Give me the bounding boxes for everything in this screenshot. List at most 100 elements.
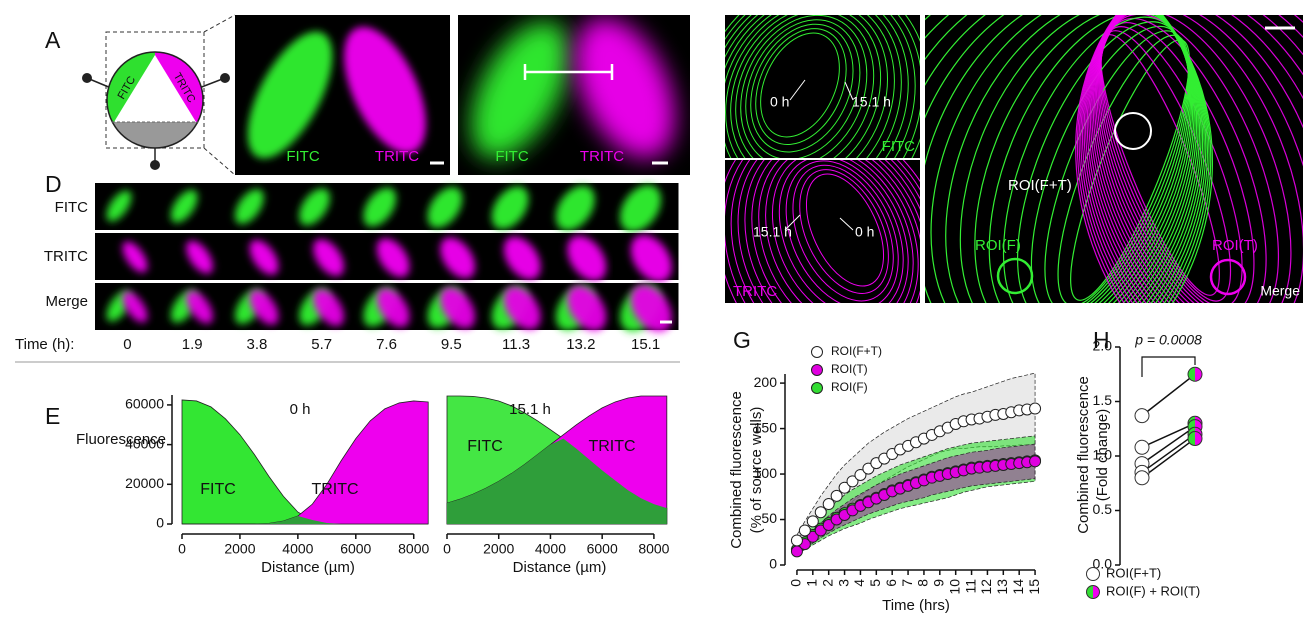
contour bbox=[925, 15, 1199, 303]
pair-line bbox=[1141, 425, 1196, 465]
channel-label: FITC bbox=[495, 148, 528, 165]
x-tick-label: 13 bbox=[994, 579, 1010, 595]
fluor-blob bbox=[376, 288, 410, 328]
y-tick-label: 0 bbox=[156, 515, 164, 531]
fluor-blob bbox=[630, 234, 672, 282]
x-tick-label: 8000 bbox=[638, 541, 669, 557]
legend-label: ROI(F) + ROI(T) bbox=[1106, 583, 1200, 598]
contour-label: 15.1 h bbox=[753, 224, 792, 240]
contour bbox=[805, 173, 885, 287]
y-tick-label: 2.0 bbox=[1093, 338, 1113, 354]
contour bbox=[1100, 26, 1243, 303]
timelapse-grid bbox=[95, 183, 679, 332]
contour bbox=[1088, 15, 1303, 303]
data-point bbox=[822, 498, 835, 511]
x-tick-label: 1 bbox=[804, 579, 820, 587]
x-tick-label: 8 bbox=[915, 579, 931, 587]
overlap-area bbox=[182, 516, 429, 524]
overlap-area bbox=[447, 438, 667, 524]
contour bbox=[925, 15, 1202, 303]
legend-swatch bbox=[811, 346, 823, 358]
contour bbox=[1030, 25, 1190, 303]
pair-line bbox=[1141, 373, 1196, 417]
y-axis-label: Combined fluorescence bbox=[728, 391, 745, 549]
y-tick-label: 40000 bbox=[125, 435, 164, 451]
fluor-blob bbox=[440, 287, 476, 329]
roi-label: ROI(T) bbox=[1212, 237, 1258, 254]
x-tick-label: 14 bbox=[1010, 579, 1026, 595]
contour bbox=[725, 15, 902, 158]
contour bbox=[760, 32, 840, 138]
fluor-blob bbox=[630, 284, 672, 332]
data-point bbox=[806, 530, 819, 543]
y-tick-label: 100 bbox=[754, 465, 778, 481]
contour bbox=[925, 15, 1214, 303]
x-axis-label: Time (hrs) bbox=[882, 597, 950, 614]
y-tick-label: 20000 bbox=[125, 475, 164, 491]
contour bbox=[974, 15, 1193, 303]
series-label: FITC bbox=[467, 438, 503, 455]
roi-label: ROI(F+T) bbox=[1008, 177, 1072, 194]
fluor-blob bbox=[620, 184, 661, 232]
x-tick-label: 8000 bbox=[398, 541, 429, 557]
contour bbox=[1086, 15, 1303, 303]
data-point bbox=[1134, 439, 1150, 455]
data-point bbox=[1134, 470, 1150, 486]
x-tick-label: 4 bbox=[851, 579, 867, 587]
y-tick-label: 0.5 bbox=[1093, 501, 1113, 517]
legend-label: ROI(F+T) bbox=[831, 344, 882, 358]
channel-label: FITC bbox=[286, 148, 319, 165]
significance-bracket bbox=[1141, 356, 1196, 377]
row-label: Merge bbox=[45, 293, 88, 310]
data-point bbox=[838, 481, 851, 494]
panel-label: G bbox=[733, 327, 751, 353]
contour bbox=[925, 15, 1212, 303]
contour bbox=[725, 160, 920, 303]
fluor-blob bbox=[122, 291, 148, 323]
fluor-blob bbox=[170, 189, 198, 223]
contour bbox=[1092, 15, 1303, 303]
contour bbox=[1075, 15, 1303, 303]
fluor-blob bbox=[427, 186, 463, 228]
contour bbox=[1091, 15, 1303, 303]
pair-line bbox=[1141, 437, 1196, 479]
y-tick-label: 60000 bbox=[125, 396, 164, 412]
data-point bbox=[1134, 408, 1150, 424]
fluor-blob bbox=[491, 186, 529, 230]
y-tick-label: 1.0 bbox=[1093, 447, 1113, 463]
channel-label: TRITC bbox=[375, 148, 419, 165]
channel-label: Merge bbox=[1260, 283, 1300, 299]
fluor-blob bbox=[440, 237, 476, 279]
chart-title: 0 h bbox=[290, 401, 311, 418]
contour bbox=[1099, 17, 1267, 303]
data-point bbox=[830, 489, 843, 502]
annotation: p = 0.0008 bbox=[1134, 332, 1202, 348]
contour bbox=[725, 15, 895, 158]
contour bbox=[725, 15, 909, 158]
contour bbox=[959, 15, 1194, 303]
y-tick-label: 0 bbox=[769, 556, 777, 572]
y-tick-label: 50 bbox=[761, 510, 777, 526]
fluor-blob bbox=[234, 189, 264, 225]
contour-label: 0 h bbox=[855, 224, 874, 240]
time-value: 7.6 bbox=[376, 336, 397, 353]
contour bbox=[1089, 15, 1303, 303]
contour bbox=[740, 15, 868, 158]
data-point bbox=[806, 515, 819, 528]
channel-label: FITC bbox=[882, 138, 915, 155]
series-label: TRITC bbox=[311, 481, 358, 498]
contour bbox=[1016, 21, 1190, 303]
x-tick-label: 0 bbox=[443, 541, 451, 557]
contour bbox=[778, 160, 904, 303]
contour bbox=[744, 160, 920, 303]
data-point bbox=[1187, 366, 1203, 382]
x-axis-label: Distance (µm) bbox=[261, 559, 355, 576]
y-axis-label: Fluorescence bbox=[76, 431, 166, 448]
contour bbox=[925, 15, 1205, 303]
contour bbox=[1097, 15, 1292, 303]
contour-image bbox=[725, 15, 920, 158]
x-tick-label: 11 bbox=[962, 579, 978, 594]
data-point bbox=[846, 475, 859, 488]
time-value: 13.2 bbox=[566, 336, 595, 353]
contour bbox=[792, 164, 894, 302]
